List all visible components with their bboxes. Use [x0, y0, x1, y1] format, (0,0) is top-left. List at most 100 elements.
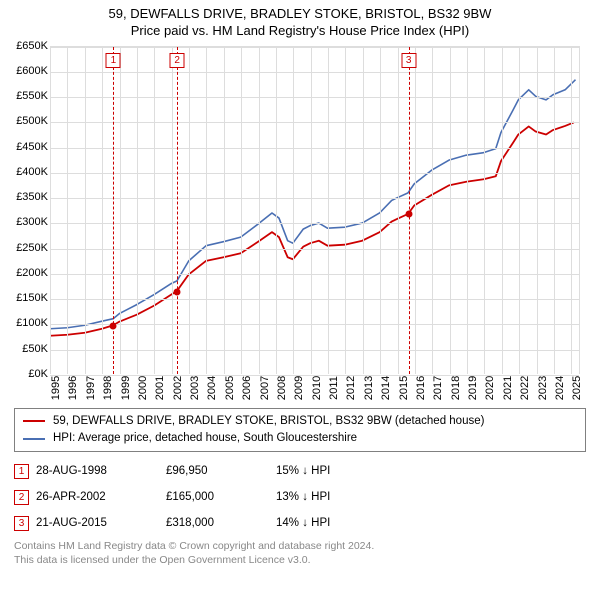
event-row: 128-AUG-1998£96,95015% ↓ HPI — [14, 458, 586, 484]
gridline-h — [50, 47, 579, 48]
y-axis-label: £350K — [16, 191, 48, 203]
x-axis-label: 2013 — [363, 376, 375, 400]
x-axis-label: 2014 — [380, 376, 392, 400]
chart-title: 59, DEWFALLS DRIVE, BRADLEY STOKE, BRIST… — [0, 0, 600, 40]
x-axis-label: 2024 — [554, 376, 566, 400]
x-axis-label: 2005 — [224, 376, 236, 400]
title-line-1: 59, DEWFALLS DRIVE, BRADLEY STOKE, BRIST… — [0, 6, 600, 23]
x-axis-label: 1999 — [120, 376, 132, 400]
gridline-v — [120, 47, 121, 374]
gridline-h — [50, 148, 579, 149]
event-date: 28-AUG-1998 — [36, 465, 166, 477]
gridline-v — [259, 47, 260, 374]
chart-area: 123 £0K£50K£100K£150K£200K£250K£300K£350… — [50, 46, 580, 374]
event-price: £318,000 — [166, 517, 276, 529]
footer-line-2: This data is licensed under the Open Gov… — [14, 554, 586, 568]
series-line-property — [50, 122, 574, 335]
gridline-v — [571, 47, 572, 374]
gridline-v — [154, 47, 155, 374]
gridline-v — [206, 47, 207, 374]
x-axis-label: 2008 — [276, 376, 288, 400]
x-axis-label: 1995 — [50, 376, 62, 400]
gridline-v — [241, 47, 242, 374]
gridline-v — [137, 47, 138, 374]
gridline-h — [50, 299, 579, 300]
event-price: £165,000 — [166, 491, 276, 503]
gridline-v — [102, 47, 103, 374]
y-axis-label: £650K — [16, 40, 48, 52]
footer-line-1: Contains HM Land Registry data © Crown c… — [14, 540, 586, 554]
gridline-v — [311, 47, 312, 374]
event-delta: 13% ↓ HPI — [276, 491, 586, 503]
x-axis-label: 1998 — [102, 376, 114, 400]
event-date: 26-APR-2002 — [36, 491, 166, 503]
event-date: 21-AUG-2015 — [36, 517, 166, 529]
event-row: 226-APR-2002£165,00013% ↓ HPI — [14, 484, 586, 510]
gridline-v — [50, 47, 51, 374]
y-axis-label: £150K — [16, 292, 48, 304]
x-axis-label: 2006 — [241, 376, 253, 400]
sale-marker-dot — [110, 322, 117, 329]
y-axis-label: £400K — [16, 166, 48, 178]
x-axis-label: 2011 — [328, 376, 340, 400]
legend-item: 59, DEWFALLS DRIVE, BRADLEY STOKE, BRIST… — [23, 413, 577, 430]
gridline-h — [50, 122, 579, 123]
gridline-v — [537, 47, 538, 374]
gridline-h — [50, 223, 579, 224]
x-axis-label: 2020 — [484, 376, 496, 400]
sale-marker-dot — [405, 211, 412, 218]
gridline-v — [467, 47, 468, 374]
legend-label: 59, DEWFALLS DRIVE, BRADLEY STOKE, BRIST… — [53, 413, 484, 430]
gridline-v — [363, 47, 364, 374]
event-delta: 15% ↓ HPI — [276, 465, 586, 477]
gridline-v — [380, 47, 381, 374]
gridline-v — [432, 47, 433, 374]
y-axis-label: £300K — [16, 216, 48, 228]
gridline-h — [50, 97, 579, 98]
gridline-v — [224, 47, 225, 374]
legend-box: 59, DEWFALLS DRIVE, BRADLEY STOKE, BRIST… — [14, 408, 586, 453]
x-axis-label: 2022 — [519, 376, 531, 400]
gridline-h — [50, 324, 579, 325]
x-axis-label: 2010 — [311, 376, 323, 400]
series-line-hpi — [50, 79, 576, 328]
gridline-v — [293, 47, 294, 374]
gridline-v — [398, 47, 399, 374]
x-axis-label: 2016 — [415, 376, 427, 400]
x-axis-label: 2021 — [502, 376, 514, 400]
gridline-h — [50, 72, 579, 73]
x-axis-label: 2019 — [467, 376, 479, 400]
gridline-v — [415, 47, 416, 374]
sale-marker-dot — [174, 288, 181, 295]
gridline-v — [67, 47, 68, 374]
gridline-h — [50, 249, 579, 250]
gridline-v — [502, 47, 503, 374]
y-axis-label: £450K — [16, 141, 48, 153]
x-axis-label: 2009 — [293, 376, 305, 400]
x-axis-label: 2012 — [345, 376, 357, 400]
gridline-v — [189, 47, 190, 374]
y-axis-label: £100K — [16, 317, 48, 329]
x-axis-label: 1996 — [67, 376, 79, 400]
gridline-h — [50, 274, 579, 275]
gridline-v — [345, 47, 346, 374]
event-price: £96,950 — [166, 465, 276, 477]
legend-item: HPI: Average price, detached house, Sout… — [23, 430, 577, 447]
sale-marker-number: 2 — [170, 53, 185, 68]
y-axis-label: £50K — [22, 343, 48, 355]
y-axis-label: £250K — [16, 242, 48, 254]
y-axis-label: £600K — [16, 65, 48, 77]
gridline-h — [50, 173, 579, 174]
gridline-v — [328, 47, 329, 374]
sale-marker-number: 3 — [401, 53, 416, 68]
x-axis-label: 2001 — [154, 376, 166, 400]
gridline-v — [554, 47, 555, 374]
x-axis-label: 2004 — [206, 376, 218, 400]
x-axis-label: 2000 — [137, 376, 149, 400]
x-axis-label: 2007 — [259, 376, 271, 400]
x-axis-label: 1997 — [85, 376, 97, 400]
sale-marker-line — [177, 47, 178, 374]
y-axis-label: £200K — [16, 267, 48, 279]
event-delta: 14% ↓ HPI — [276, 517, 586, 529]
y-axis-label: £550K — [16, 90, 48, 102]
